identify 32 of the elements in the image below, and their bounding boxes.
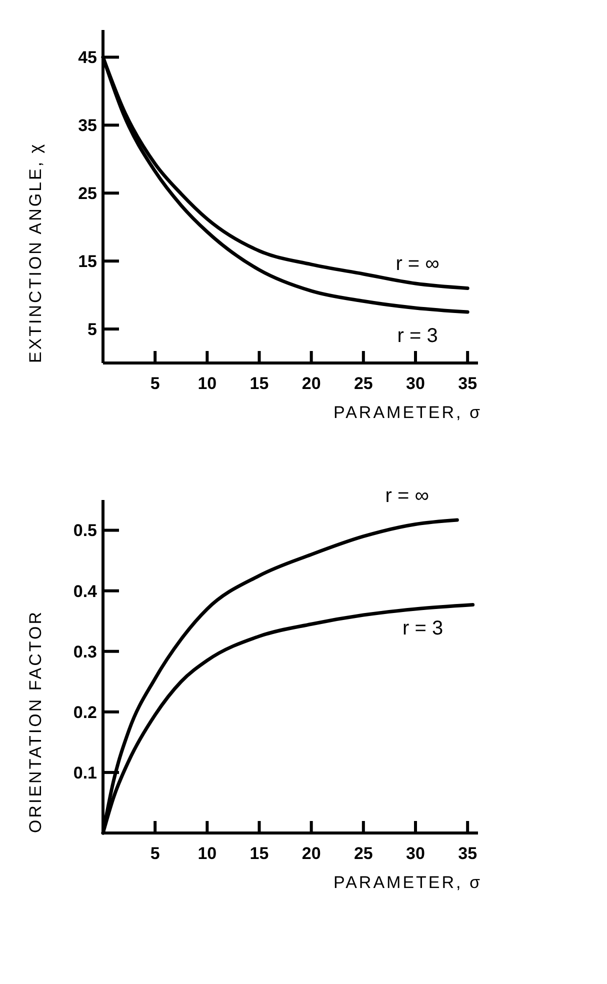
x-tick-label: 15 [250,374,269,393]
x-tick-label: 35 [458,844,478,863]
x-tick-label: 20 [302,844,321,863]
x-tick-label: 5 [150,374,160,393]
series-label: r = ∞ [385,484,430,507]
y-tick-label: 0.5 [73,521,97,540]
y-tick-label: 5 [88,320,97,339]
y-tick-label: 45 [78,48,97,68]
x-tick-label: 30 [406,374,425,393]
x-tick-label: 30 [406,844,425,863]
x-axis-title: PARAMETER, σ [334,873,482,892]
x-tick-label: 10 [198,374,217,393]
y-tick-label: 0.3 [73,642,97,662]
x-tick-label: 10 [198,844,217,863]
y-tick-label: 35 [78,116,97,136]
y-axis-title: EXTINCTION ANGLE, χ [26,142,45,363]
y-tick-label: 0.2 [73,702,97,722]
x-tick-label: 5 [150,844,160,863]
x-tick-label: 15 [250,844,269,863]
y-tick-label: 0.4 [73,582,98,601]
y-tick-label: 25 [78,184,97,204]
y-tick-label: 15 [78,252,97,272]
y-axis-title: ORIENTATION FACTOR [26,610,45,833]
series-label: r = ∞ [396,253,440,276]
x-axis-title: PARAMETER, σ [334,403,482,422]
series-label: r = 3 [402,618,444,640]
y-tick-label: 0.1 [73,763,97,782]
x-tick-label: 20 [302,374,321,393]
x-tick-label: 35 [458,374,478,393]
series-label: r = 3 [397,325,438,348]
x-tick-label: 25 [354,374,373,393]
x-tick-label: 25 [354,844,373,863]
